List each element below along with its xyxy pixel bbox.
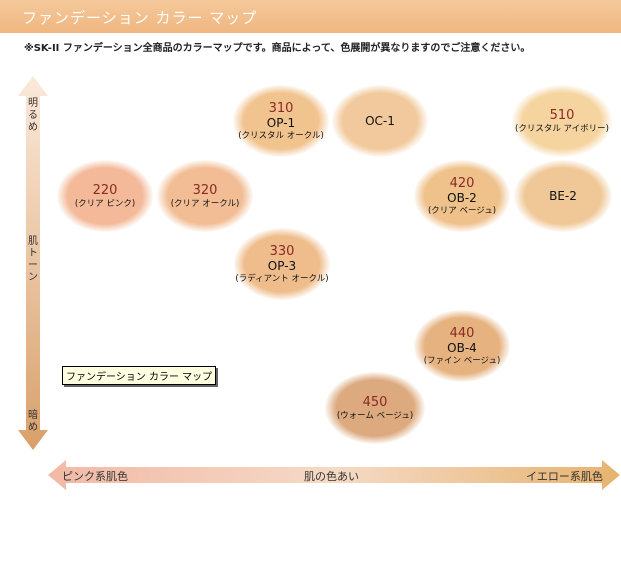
hue-axis-arrow	[48, 460, 620, 490]
swatch-name: OB-4	[447, 340, 477, 355]
brightness-axis: 明るめ 肌トーン 暗め	[18, 76, 48, 450]
swatch-220[interactable]: 220 (クリア ピンク)	[57, 160, 153, 232]
swatch-desc: (クリスタル アイボリー)	[515, 123, 609, 134]
swatch-name: OB-2	[447, 190, 477, 205]
hue-axis: ピンク系肌色 肌の色あい イエロー系肌色	[48, 460, 620, 490]
tooltip: ファンデーション カラー マップ	[62, 366, 217, 385]
swatch-desc: (ウォーム ベージュ)	[336, 410, 414, 421]
swatch-code: 220	[92, 182, 118, 198]
swatch-be-2[interactable]: BE-2	[514, 160, 612, 232]
axis-label-bright: 明るめ	[28, 98, 38, 133]
brightness-axis-arrow	[18, 76, 48, 450]
swatch-420[interactable]: 420 OB-2 (クリア ベージュ)	[414, 160, 510, 232]
swatch-code: 440	[449, 325, 475, 341]
swatch-code: 450	[362, 394, 388, 410]
swatch-code: 330	[269, 243, 295, 259]
axis-label-pink: ピンク系肌色	[62, 470, 128, 483]
swatch-name: BE-2	[549, 189, 577, 203]
swatch-330[interactable]: 330 OP-3 (ラディアント オークル)	[234, 228, 330, 300]
swatch-oc-1[interactable]: OC-1	[332, 85, 428, 157]
axis-label-yellow: イエロー系肌色	[526, 470, 603, 483]
swatch-name: OP-1	[266, 115, 296, 130]
swatch-320[interactable]: 320 (クリア オークル)	[157, 160, 253, 232]
swatch-desc: (ファイン ベージュ)	[423, 355, 501, 366]
swatch-code: 510	[549, 107, 575, 123]
notice-text: ※SK-II ファンデーション全商品のカラーマップです。商品によって、色展開が異…	[24, 43, 531, 54]
swatch-450[interactable]: 450 (ウォーム ベージュ)	[325, 372, 425, 444]
swatch-desc: (クリア ピンク)	[74, 198, 136, 209]
axis-label-skin-tone: 肌トーン	[28, 236, 38, 283]
swatch-code: 420	[449, 175, 475, 191]
swatch-code: 320	[192, 182, 218, 198]
swatch-310[interactable]: 310 OP-1 (クリスタル オークル)	[233, 85, 329, 157]
swatch-desc: (クリスタル オークル)	[238, 130, 324, 141]
swatch-desc: (クリア オークル)	[170, 198, 240, 209]
page-title: ファンデーション カラー マップ	[22, 9, 258, 27]
header-bar: ファンデーション カラー マップ	[0, 0, 621, 33]
swatch-code: 310	[268, 100, 294, 116]
swatch-desc: (クリア ベージュ)	[427, 205, 497, 216]
swatch-name: OP-3	[267, 258, 297, 273]
swatch-440[interactable]: 440 OB-4 (ファイン ベージュ)	[414, 310, 510, 382]
axis-label-hue: 肌の色あい	[304, 470, 359, 483]
axis-label-dark: 暗め	[28, 410, 38, 433]
swatch-desc: (ラディアント オークル)	[235, 273, 329, 284]
swatch-name: OC-1	[365, 114, 395, 128]
swatch-510[interactable]: 510 (クリスタル アイボリー)	[512, 85, 612, 157]
